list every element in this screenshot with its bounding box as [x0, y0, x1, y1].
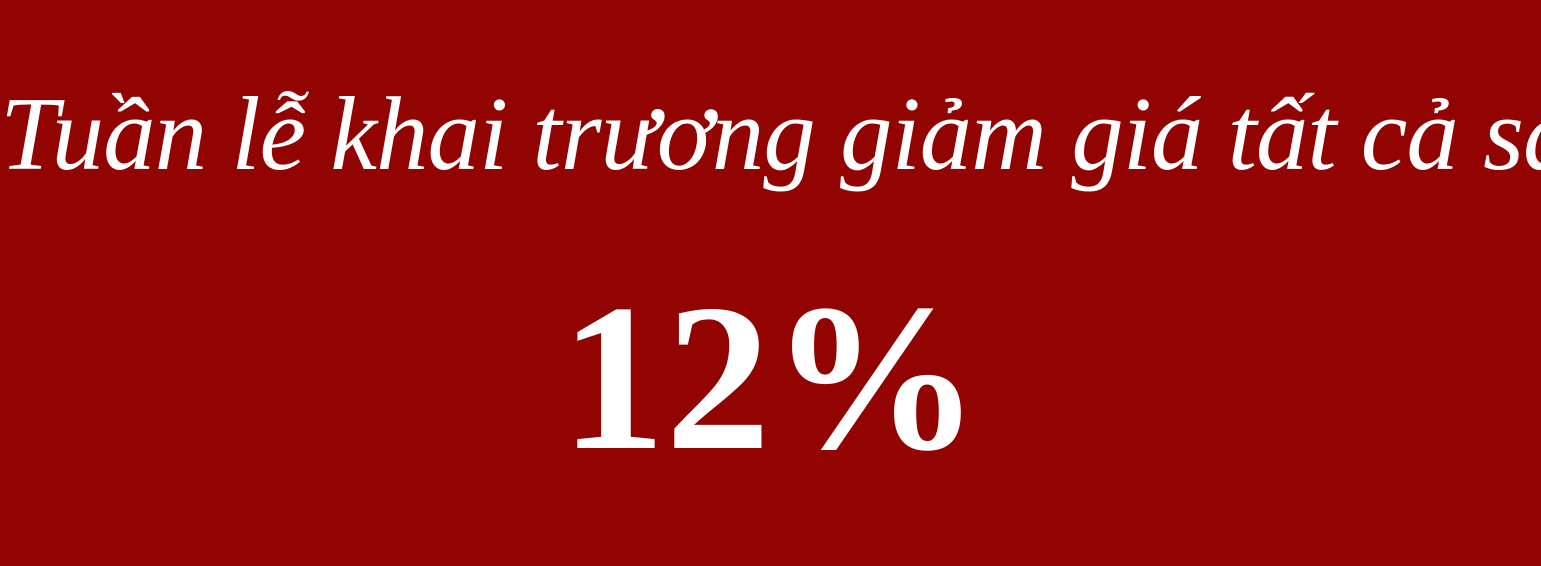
promo-headline: Tuần lễ khai trương giảm giá tất cả sản …: [0, 75, 1541, 192]
discount-percentage: 12%: [560, 262, 981, 494]
